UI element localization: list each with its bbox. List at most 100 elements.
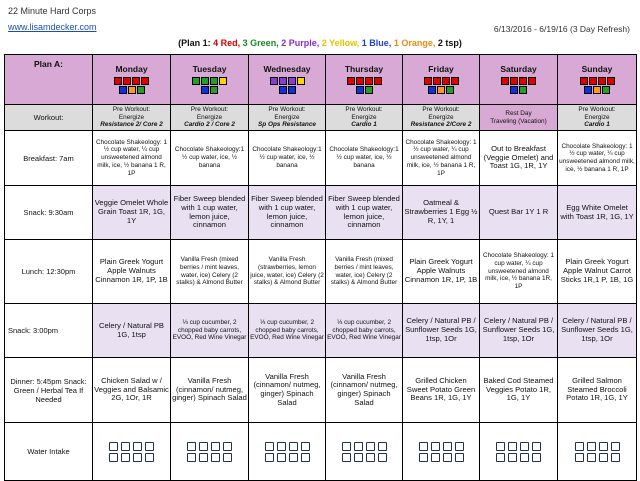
- water-checkbox[interactable]: [276, 441, 286, 451]
- workout-line: Resistance 2/ Core 2: [100, 121, 163, 129]
- water-checkbox[interactable]: [442, 452, 452, 462]
- meal-cell: Quest Bar 1Y 1 R: [479, 185, 558, 240]
- workout-line: Cardio 1: [584, 121, 610, 129]
- container-square-red: [597, 76, 606, 85]
- row-label: Dinner: 5:45pm Snack: Green / Herbal Tea…: [4, 357, 93, 423]
- water-checkbox[interactable]: [586, 441, 596, 451]
- meal-cell: Chocolate Shakeology:1 ½ cup water, ice,…: [170, 130, 249, 186]
- meal-cell: Veggie Omelet Whole Grain Toast 1R, 1G, …: [92, 185, 171, 240]
- water-checkbox[interactable]: [353, 441, 363, 451]
- water-checkbox[interactable]: [610, 441, 620, 451]
- container-square-blue: [428, 85, 436, 94]
- meal-cell: Chocolate Shakeology: 1 cup water, ¼ cup…: [479, 239, 558, 304]
- water-checkbox[interactable]: [520, 441, 529, 451]
- water-checkbox[interactable]: [598, 441, 608, 451]
- water-checkbox[interactable]: [574, 441, 584, 451]
- water-checkbox[interactable]: [418, 452, 428, 462]
- website-link[interactable]: www.lisamdecker.com: [8, 22, 97, 32]
- water-checkbox[interactable]: [341, 452, 351, 462]
- container-square-red: [432, 76, 441, 85]
- container-square-green: [519, 85, 527, 94]
- water-checkbox[interactable]: [454, 441, 464, 451]
- water-checkbox[interactable]: [377, 452, 387, 462]
- container-row: [559, 76, 635, 85]
- water-checkbox[interactable]: [365, 441, 375, 451]
- meal-cell: Pre Workout: Energize Cardio 2 / Core 2: [170, 104, 249, 131]
- row-label: Workout:: [4, 104, 93, 131]
- water-checkbox[interactable]: [532, 452, 541, 462]
- water-checkbox[interactable]: [520, 452, 529, 462]
- water-checkbox[interactable]: [223, 452, 232, 462]
- water-checkbox[interactable]: [145, 452, 154, 462]
- water-checkbox[interactable]: [508, 441, 517, 451]
- water-checkbox[interactable]: [598, 452, 608, 462]
- water-checkbox[interactable]: [223, 441, 232, 451]
- meal-cell: Grilled Chicken Sweet Potato Green Beans…: [402, 357, 480, 423]
- container-square-green: [210, 76, 218, 85]
- water-checkbox[interactable]: [586, 452, 596, 462]
- water-checkbox[interactable]: [341, 441, 351, 451]
- workout-line: Pre Workout:: [578, 105, 616, 113]
- water-checkbox[interactable]: [109, 452, 118, 462]
- water-checkbox[interactable]: [133, 441, 142, 451]
- meal-cell: Vanilla Fresh (cinnamon/ nutmeg, ginger)…: [248, 357, 326, 423]
- water-checkbox[interactable]: [133, 452, 142, 462]
- water-checkbox[interactable]: [430, 441, 440, 451]
- water-checkbox[interactable]: [365, 452, 375, 462]
- water-checkbox[interactable]: [442, 441, 452, 451]
- water-checkbox[interactable]: [454, 452, 464, 462]
- row-label: Breakfast: 7am: [4, 130, 93, 186]
- water-checkbox[interactable]: [264, 441, 274, 451]
- container-square-green: [201, 76, 209, 85]
- container-row: [250, 85, 324, 94]
- meal-cell: Chicken Salad w / Veggies and Balsamic 2…: [92, 357, 171, 423]
- water-checkbox[interactable]: [610, 452, 620, 462]
- water-checkbox[interactable]: [276, 452, 286, 462]
- water-checkbox[interactable]: [187, 452, 196, 462]
- water-checkbox[interactable]: [377, 441, 387, 451]
- workout-line: Sp Ops Resistance: [258, 121, 316, 129]
- meal-cell: Oatmeal & Strawberries 1 Egg ½ R, 1Y, 1: [402, 185, 480, 240]
- water-checkbox[interactable]: [418, 441, 428, 451]
- container-square-red: [588, 76, 597, 85]
- water-checkbox[interactable]: [496, 452, 505, 462]
- water-checkbox[interactable]: [121, 441, 130, 451]
- meal-cell: Rest Day Traveling (Vacation): [479, 104, 558, 131]
- day-label: Saturday: [500, 64, 537, 75]
- meal-cell: Vanilla Fresh (cinnamon/ nutmeg, ginger)…: [170, 357, 249, 423]
- workout-line: Energize: [584, 113, 610, 121]
- workout-line: Resistance 2/Core 2: [410, 121, 472, 129]
- workout-line: Energize: [274, 113, 300, 121]
- water-checkbox[interactable]: [508, 452, 517, 462]
- water-checkbox[interactable]: [187, 441, 196, 451]
- meal-cell: Vanilla Fresh (cinnamon/ nutmeg, ginger)…: [325, 357, 403, 423]
- workout-line: Energize: [351, 113, 377, 121]
- water-checkbox[interactable]: [430, 452, 440, 462]
- meal-cell: Chocolate Shakeology: 1 ½ cup water, ¼ c…: [557, 130, 637, 186]
- water-checkbox[interactable]: [211, 452, 220, 462]
- container-square-orange: [593, 85, 601, 94]
- container-square-red: [450, 76, 459, 85]
- water-checkbox[interactable]: [300, 441, 310, 451]
- container-row: [481, 85, 556, 94]
- water-checkbox[interactable]: [211, 441, 220, 451]
- row-label: Snack: 3:00pm: [4, 303, 93, 358]
- water-checkbox[interactable]: [574, 452, 584, 462]
- container-square-blue: [287, 85, 296, 94]
- meal-cell: [92, 422, 171, 481]
- water-checkbox[interactable]: [199, 452, 208, 462]
- water-checkbox[interactable]: [288, 441, 298, 451]
- water-checkbox[interactable]: [264, 452, 274, 462]
- container-square-red: [114, 76, 122, 85]
- meal-cell: Chocolate Shakeology:1 ½ cup water, ice,…: [248, 130, 326, 186]
- water-checkbox[interactable]: [288, 452, 298, 462]
- water-checkbox[interactable]: [532, 441, 541, 451]
- water-checkbox[interactable]: [199, 441, 208, 451]
- water-checkbox[interactable]: [300, 452, 310, 462]
- water-checkbox[interactable]: [121, 452, 130, 462]
- container-square-red: [346, 76, 355, 85]
- water-checkbox[interactable]: [109, 441, 118, 451]
- water-checkbox[interactable]: [145, 441, 154, 451]
- water-checkbox[interactable]: [353, 452, 363, 462]
- water-checkbox[interactable]: [496, 441, 505, 451]
